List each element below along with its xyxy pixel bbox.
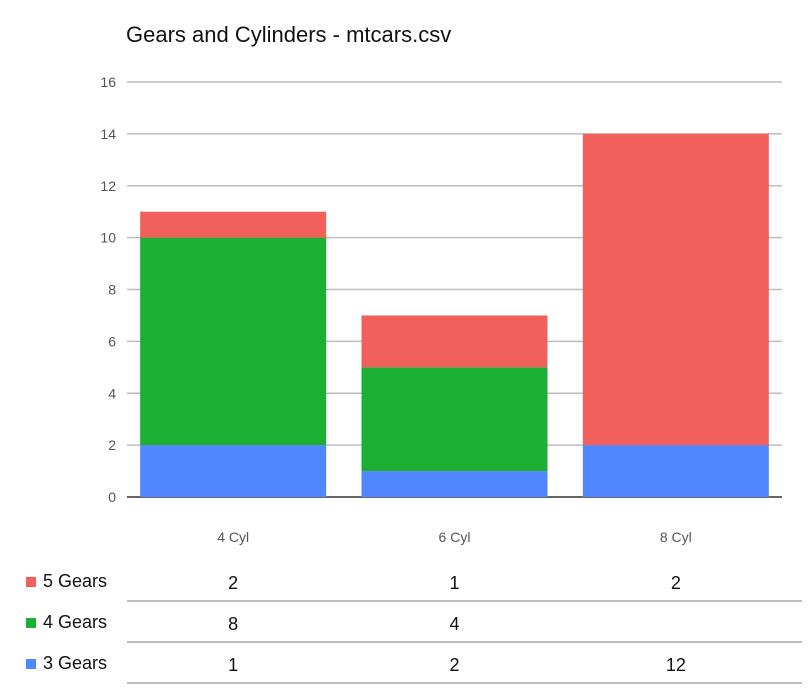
table-cell: 1 bbox=[449, 573, 460, 593]
bar-segment bbox=[361, 315, 548, 368]
bar-segment bbox=[140, 211, 327, 238]
legend-swatch bbox=[26, 577, 36, 587]
y-axis-ticks: 0 2 4 6 8 10 12 14 16 bbox=[100, 74, 116, 505]
y-tick-label: 10 bbox=[100, 230, 116, 246]
legend-swatch bbox=[26, 618, 36, 628]
y-tick-label: 14 bbox=[100, 126, 116, 142]
y-tick-label: 16 bbox=[100, 74, 116, 90]
table-cell: 8 bbox=[228, 614, 239, 634]
table-cell: 2 bbox=[449, 655, 460, 675]
x-category-label: 4 Cyl bbox=[217, 529, 249, 545]
bars bbox=[140, 133, 769, 497]
legend-label: 3 Gears bbox=[43, 653, 108, 673]
table-cell: 2 bbox=[670, 573, 681, 593]
bar-chart: 0 2 4 6 8 10 12 14 16 4 Cyl 6 Cyl 8 Cyl bbox=[100, 74, 782, 545]
bar-segment bbox=[361, 367, 548, 472]
y-tick-label: 6 bbox=[108, 333, 116, 349]
legend-label: 5 Gears bbox=[43, 571, 108, 591]
chart-title: Gears and Cylinders - mtcars.csv bbox=[126, 22, 452, 47]
y-tick-label: 2 bbox=[108, 437, 116, 453]
x-category-label: 8 Cyl bbox=[660, 529, 692, 545]
row-divider bbox=[127, 682, 802, 684]
y-tick-label: 4 bbox=[108, 385, 116, 401]
y-tick-label: 8 bbox=[108, 282, 116, 298]
row-divider bbox=[127, 641, 802, 643]
table-cell: 1 bbox=[228, 655, 239, 675]
legend-label: 4 Gears bbox=[43, 612, 108, 632]
bar-segment bbox=[582, 445, 769, 497]
table-cell: 12 bbox=[665, 655, 686, 675]
table-row: 4 Gears 8 4 bbox=[0, 601, 809, 643]
x-axis-categories: 4 Cyl 6 Cyl 8 Cyl bbox=[217, 529, 692, 545]
bar-segment bbox=[361, 471, 548, 497]
bar-segment bbox=[140, 445, 327, 497]
legend-swatch bbox=[26, 659, 36, 669]
x-category-label: 6 Cyl bbox=[439, 529, 471, 545]
table-row: 3 Gears 1 2 12 bbox=[0, 642, 809, 684]
bar-segment bbox=[582, 133, 769, 446]
table-cell: 2 bbox=[228, 573, 239, 593]
table-cell: 4 bbox=[449, 614, 460, 634]
table-row: 5 Gears 2 1 2 bbox=[0, 560, 809, 602]
row-divider bbox=[127, 600, 802, 602]
bar-segment bbox=[140, 237, 327, 446]
y-tick-label: 12 bbox=[100, 178, 116, 194]
y-tick-label: 0 bbox=[108, 489, 116, 505]
